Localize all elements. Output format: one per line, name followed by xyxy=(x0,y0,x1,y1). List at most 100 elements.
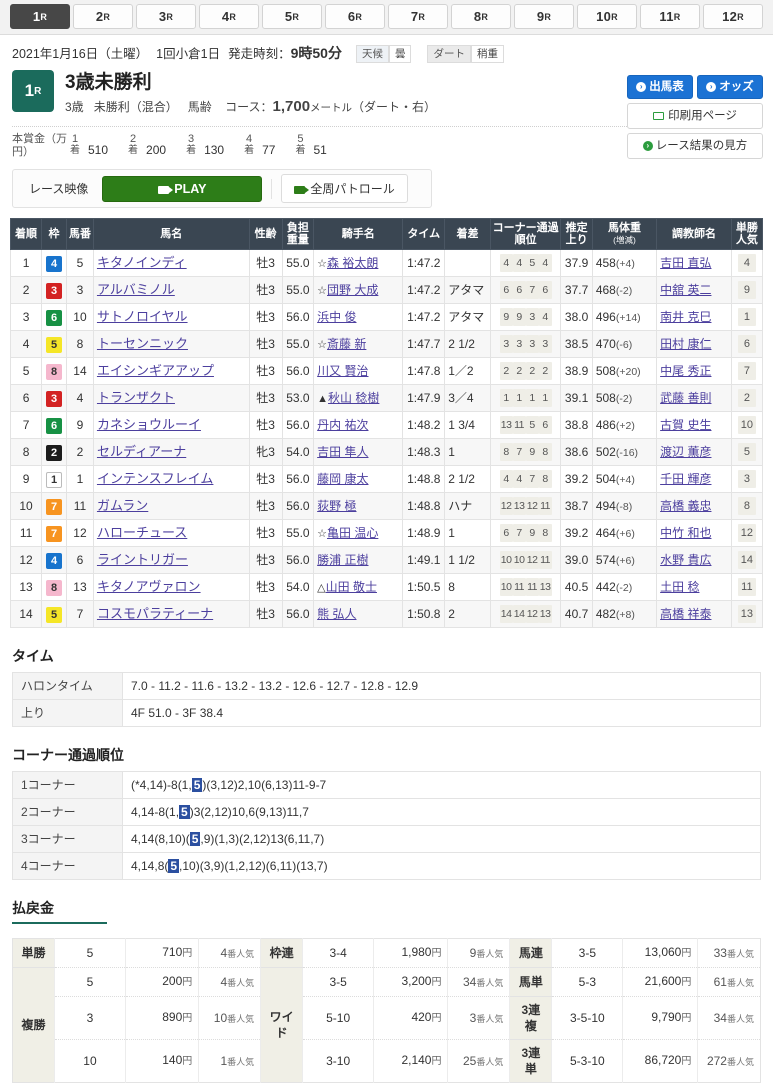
cell-last3f: 38.7 xyxy=(560,492,593,520)
cell-rank: 8 xyxy=(9,438,43,466)
jockey-link[interactable]: 浜中 俊 xyxy=(317,309,357,324)
jockey-link[interactable]: 斎藤 新 xyxy=(327,336,367,351)
trainer-link[interactable]: 高橋 義忠 xyxy=(660,499,712,513)
entries-button[interactable]: › 出馬表 xyxy=(627,75,693,99)
corner-position: 4 xyxy=(499,254,513,272)
race-tab-6R[interactable]: 6R xyxy=(325,4,385,29)
course-label: コース： xyxy=(225,100,273,114)
trainer-link[interactable]: 水野 貴広 xyxy=(660,553,712,567)
entries-button-label: 出馬表 xyxy=(649,81,684,93)
jockey-link[interactable]: 川又 賢治 xyxy=(317,363,369,378)
cell-time: 1:48.2 xyxy=(402,411,446,439)
trainer-link[interactable]: 土田 稔 xyxy=(660,580,700,594)
cell-corner: 14 14 12 13 xyxy=(489,600,562,628)
race-tab-10R[interactable]: 10R xyxy=(577,4,637,29)
print-page-button[interactable]: 印刷用ページ xyxy=(627,103,763,129)
cell-jockey: 熊 弘人 xyxy=(313,600,404,628)
cell-popularity: 9 xyxy=(730,276,764,304)
race-tab-1R[interactable]: 1R xyxy=(10,4,70,29)
race-tab-2R[interactable]: 2R xyxy=(73,4,133,29)
race-tab-4R[interactable]: 4R xyxy=(199,4,259,29)
corner-position: 10 xyxy=(499,551,513,569)
horse-link[interactable]: アルバミノル xyxy=(96,282,175,297)
race-tab-9R[interactable]: 9R xyxy=(514,4,574,29)
race-age: 3歳 xyxy=(65,100,84,114)
race-tab-8R[interactable]: 8R xyxy=(451,4,511,29)
corner-row: 4コーナー 4,14,8(5,10)(3,9)(1,2,12)(6,11)(13,… xyxy=(12,852,761,880)
cell-trainer: 土田 稔 xyxy=(656,573,732,601)
bodyweight-delta: (-8) xyxy=(615,500,633,513)
payout-mid-popularity: 9番人気 xyxy=(447,938,511,968)
jockey-link[interactable]: 山田 敬士 xyxy=(325,579,377,594)
race-tab-11R[interactable]: 11R xyxy=(640,4,700,29)
horse-link[interactable]: コスモパラティーナ xyxy=(96,606,214,621)
horse-link[interactable]: カネショウルーイ xyxy=(96,417,201,432)
cell-bodyweight: 442(-2) xyxy=(591,573,658,601)
trainer-link[interactable]: 高橋 祥泰 xyxy=(660,607,712,621)
payout-mid-popularity: 34番人気 xyxy=(447,967,511,997)
horse-link[interactable]: キタノアヴァロン xyxy=(96,579,201,594)
horse-link[interactable]: エイシンギアアップ xyxy=(96,363,214,378)
jockey-link[interactable]: 丹内 祐次 xyxy=(317,417,369,432)
payout-left-combination: 5 xyxy=(54,938,126,968)
cell-rank: 6 xyxy=(9,384,43,412)
cell-sexage: 牡3 xyxy=(248,573,283,601)
odds-button[interactable]: › オッズ xyxy=(697,75,763,99)
prize-money-row: 本賞金（万 円） 1 着 510 2 着 200 3 着 130 4 着 77 5 着 51 xyxy=(12,126,761,159)
jockey-link[interactable]: 団野 大成 xyxy=(327,282,379,297)
prize-money-label: 本賞金（万 円） xyxy=(12,133,67,158)
race-tab-3R[interactable]: 3R xyxy=(136,4,196,29)
trainer-link[interactable]: 千田 輝彦 xyxy=(660,472,712,486)
cell-rank: 2 xyxy=(9,276,43,304)
jockey-link[interactable]: 亀田 温心 xyxy=(327,525,379,540)
cell-bodyweight: 468(-2) xyxy=(591,276,658,304)
payout-right-combination: 3-5 xyxy=(551,938,624,968)
cell-jockey: 丹内 祐次 xyxy=(313,411,404,439)
trainer-link[interactable]: 武藤 善則 xyxy=(660,391,712,405)
patrol-movie-button[interactable]: 全周パトロール xyxy=(281,174,408,203)
horse-link[interactable]: ハローチュース xyxy=(96,525,188,540)
trainer-link[interactable]: 中尾 秀正 xyxy=(660,364,712,378)
horse-link[interactable]: トーセンニック xyxy=(96,336,188,351)
jockey-link[interactable]: 荻野 極 xyxy=(317,498,357,513)
bodyweight-delta: (+14) xyxy=(615,311,641,324)
horse-link[interactable]: トランザクト xyxy=(96,390,175,405)
jockey-link[interactable]: 森 裕太朗 xyxy=(327,255,379,270)
race-tab-12R[interactable]: 12R xyxy=(703,4,763,29)
race-tab-7R[interactable]: 7R xyxy=(388,4,448,29)
trainer-link[interactable]: 吉田 直弘 xyxy=(660,256,712,270)
patrol-button-label: 全周パトロール xyxy=(310,182,395,196)
trainer-link[interactable]: 中竹 和也 xyxy=(660,526,712,540)
trainer-link[interactable]: 中舘 英二 xyxy=(660,283,712,297)
waku-badge: 7 xyxy=(46,525,63,542)
payout-right-bet-type: 3連単 xyxy=(509,1039,553,1083)
jockey-link[interactable]: 吉田 隼人 xyxy=(317,444,369,459)
cell-horse: セルディアーナ xyxy=(92,438,250,466)
horse-link[interactable]: インテンスフレイム xyxy=(96,471,214,486)
jockey-link[interactable]: 秋山 稔樹 xyxy=(328,390,380,405)
race-tab-5R[interactable]: 5R xyxy=(262,4,322,29)
howto-read-result-button[interactable]: › レース結果の見方 xyxy=(627,133,763,159)
trainer-link[interactable]: 田村 康仁 xyxy=(660,337,712,351)
col-sexage: 性齢 xyxy=(248,218,283,250)
jockey-link[interactable]: 勝浦 正樹 xyxy=(317,552,369,567)
trainer-link[interactable]: 古賀 史生 xyxy=(660,418,712,432)
horse-link[interactable]: セルディアーナ xyxy=(96,444,187,459)
jockey-link[interactable]: 熊 弘人 xyxy=(317,606,357,621)
trainer-link[interactable]: 南井 克巳 xyxy=(660,310,712,324)
cell-bodyweight: 574(+6) xyxy=(591,546,658,574)
corner-position: 7 xyxy=(512,524,526,542)
horse-link[interactable]: サトノロイヤル xyxy=(96,309,188,324)
horse-link[interactable]: ライントリガー xyxy=(96,552,188,567)
payout-row: 単勝 5 710円 4番人気 枠連 3-4 1,980円 9番人気 馬連 3-5 13,060円 33… xyxy=(12,938,761,968)
horse-link[interactable]: キタノインディ xyxy=(96,255,187,270)
cell-margin: 1／2 xyxy=(444,357,491,385)
jockey-link[interactable]: 藤岡 康太 xyxy=(317,471,369,486)
highlighted-horse-number: 5 xyxy=(189,832,201,846)
trainer-link[interactable]: 渡辺 薫彦 xyxy=(660,445,712,459)
horse-link[interactable]: ガムラン xyxy=(96,498,149,513)
play-movie-button[interactable]: PLAY xyxy=(102,175,263,202)
cell-bodyweight: 504(+4) xyxy=(591,465,658,493)
corner-table: 1コーナー (*4,14)-8(1, 5)(3,12)2,10(6,13)11-9-… xyxy=(12,771,761,880)
